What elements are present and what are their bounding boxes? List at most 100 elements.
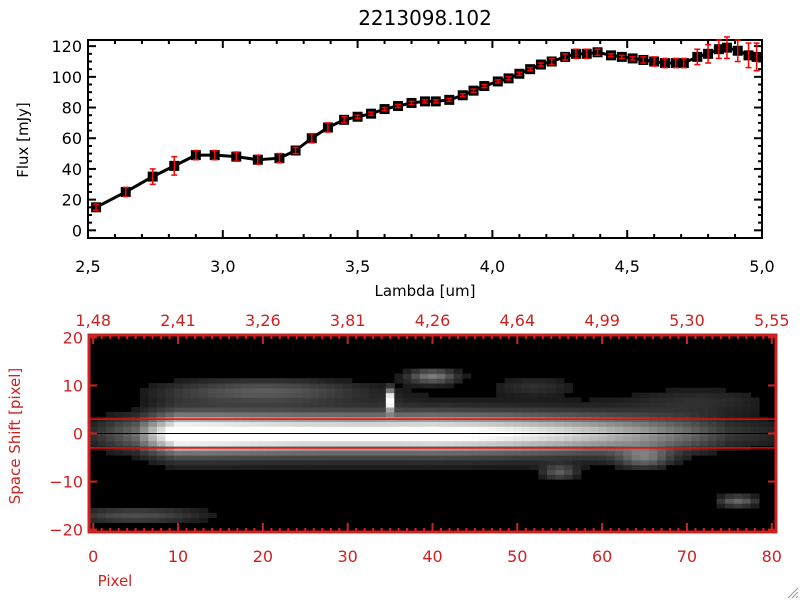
heatmap-cell <box>343 392 353 398</box>
heatmap-cell <box>165 440 175 447</box>
heatmap-cell <box>326 435 336 442</box>
heatmap-cell <box>275 455 285 461</box>
heatmap-cell <box>343 421 353 427</box>
heatmap-cell <box>402 435 412 442</box>
heatmap-cell <box>521 387 531 394</box>
heatmap-cell <box>173 450 183 456</box>
heatmap-cell <box>97 517 107 523</box>
heatmap-cell <box>190 411 200 418</box>
pixel-tick-label: 20 <box>253 547 273 566</box>
heatmap-cell <box>182 507 192 514</box>
heatmap-cell <box>674 455 684 461</box>
heatmap-cell <box>530 464 540 471</box>
heatmap-cell <box>725 407 735 413</box>
heatmap-cell <box>351 407 361 413</box>
heatmap-cell <box>759 440 769 447</box>
heatmap-cell <box>572 450 582 456</box>
heatmap-cell <box>318 402 327 408</box>
heatmap-cell <box>182 459 192 466</box>
error-bar <box>459 92 466 98</box>
heatmap-cell <box>708 397 718 403</box>
heatmap-cell <box>708 402 718 408</box>
resize-grip-icon[interactable] <box>787 587 799 599</box>
heatmap-cell <box>631 450 641 456</box>
heatmap-cell <box>309 411 319 418</box>
heatmap-cell <box>292 402 302 408</box>
heatmap-cell <box>547 474 556 480</box>
heatmap-cell <box>122 440 132 447</box>
heatmap-cell <box>368 421 378 427</box>
heatmap-cell <box>487 440 497 447</box>
heatmap-cell <box>402 387 412 394</box>
heatmap-cell <box>275 426 285 432</box>
heatmap-cell <box>284 383 294 389</box>
heatmap-cell <box>606 407 616 413</box>
heatmap-cell <box>606 455 616 461</box>
heatmap-cell <box>580 455 590 461</box>
heatmap-cell <box>131 407 141 413</box>
heatmap-cell <box>487 435 497 442</box>
heatmap-cell <box>309 402 319 408</box>
heatmap-cell <box>555 435 565 442</box>
heatmap-cell <box>292 411 302 418</box>
heatmap-cell <box>351 435 361 442</box>
heatmap-cell <box>394 450 404 456</box>
heatmap-cell <box>284 421 294 427</box>
heatmap-cell <box>648 459 658 466</box>
heatmap-cell <box>334 435 344 442</box>
heatmap-cell <box>250 402 260 408</box>
heatmap-cell <box>207 411 217 418</box>
heatmap-cell <box>250 455 260 461</box>
heatmap-cell <box>411 421 421 427</box>
heatmap-cell <box>487 464 497 471</box>
heatmap-cell <box>351 411 361 418</box>
heatmap-cell <box>436 383 446 389</box>
heatmap-cell <box>521 435 531 442</box>
heatmap-cell <box>742 411 752 418</box>
heatmap-cell <box>513 464 523 471</box>
heatmap-cell <box>190 397 200 403</box>
heatmap-cell <box>682 435 692 442</box>
heatmap-cell <box>716 503 726 509</box>
heatmap-cell <box>156 426 166 432</box>
heatmap-cell <box>385 426 395 432</box>
heatmap-cell <box>284 440 294 447</box>
error-bar <box>422 99 428 104</box>
heatmap-cell <box>538 440 548 447</box>
heatmap-cell <box>589 440 599 447</box>
heatmap-cell <box>504 407 514 413</box>
heatmap-cell <box>657 464 667 471</box>
heatmap-cell <box>631 426 641 432</box>
heatmap-cell <box>563 450 573 456</box>
heatmap-cell <box>182 440 192 447</box>
heatmap-cell <box>309 421 319 427</box>
heatmap-cell <box>547 411 556 418</box>
heatmap-cell <box>377 397 387 403</box>
heatmap-cell <box>148 411 158 418</box>
heatmap-cell <box>674 397 684 403</box>
heatmap-cell <box>275 421 285 427</box>
heatmap-cell <box>173 378 183 384</box>
heatmap-cell <box>190 459 200 466</box>
heatmap-cell <box>402 368 412 374</box>
heatmap-cell <box>708 387 718 394</box>
heatmap-cell <box>267 392 277 398</box>
heatmap-cell <box>674 387 684 394</box>
heatmap-cell <box>453 368 463 374</box>
heatmap-cell <box>207 392 217 398</box>
heatmap-cell <box>589 426 599 432</box>
heatmap-cell <box>606 426 616 432</box>
heatmap-cell <box>182 455 192 461</box>
heatmap-cell <box>122 411 132 418</box>
heatmap-cell <box>105 517 115 523</box>
heatmap-cell <box>665 397 675 403</box>
heatmap-cell <box>597 426 607 432</box>
heatmap-cell <box>445 383 455 389</box>
heatmap-cell <box>547 455 556 461</box>
heatmap-cell <box>326 426 336 432</box>
heatmap-cell <box>250 407 260 413</box>
heatmap-cell <box>122 507 132 514</box>
error-bar <box>594 48 601 57</box>
heatmap-cell <box>360 411 370 418</box>
wavelength-tick-label: 3,81 <box>330 311 366 330</box>
